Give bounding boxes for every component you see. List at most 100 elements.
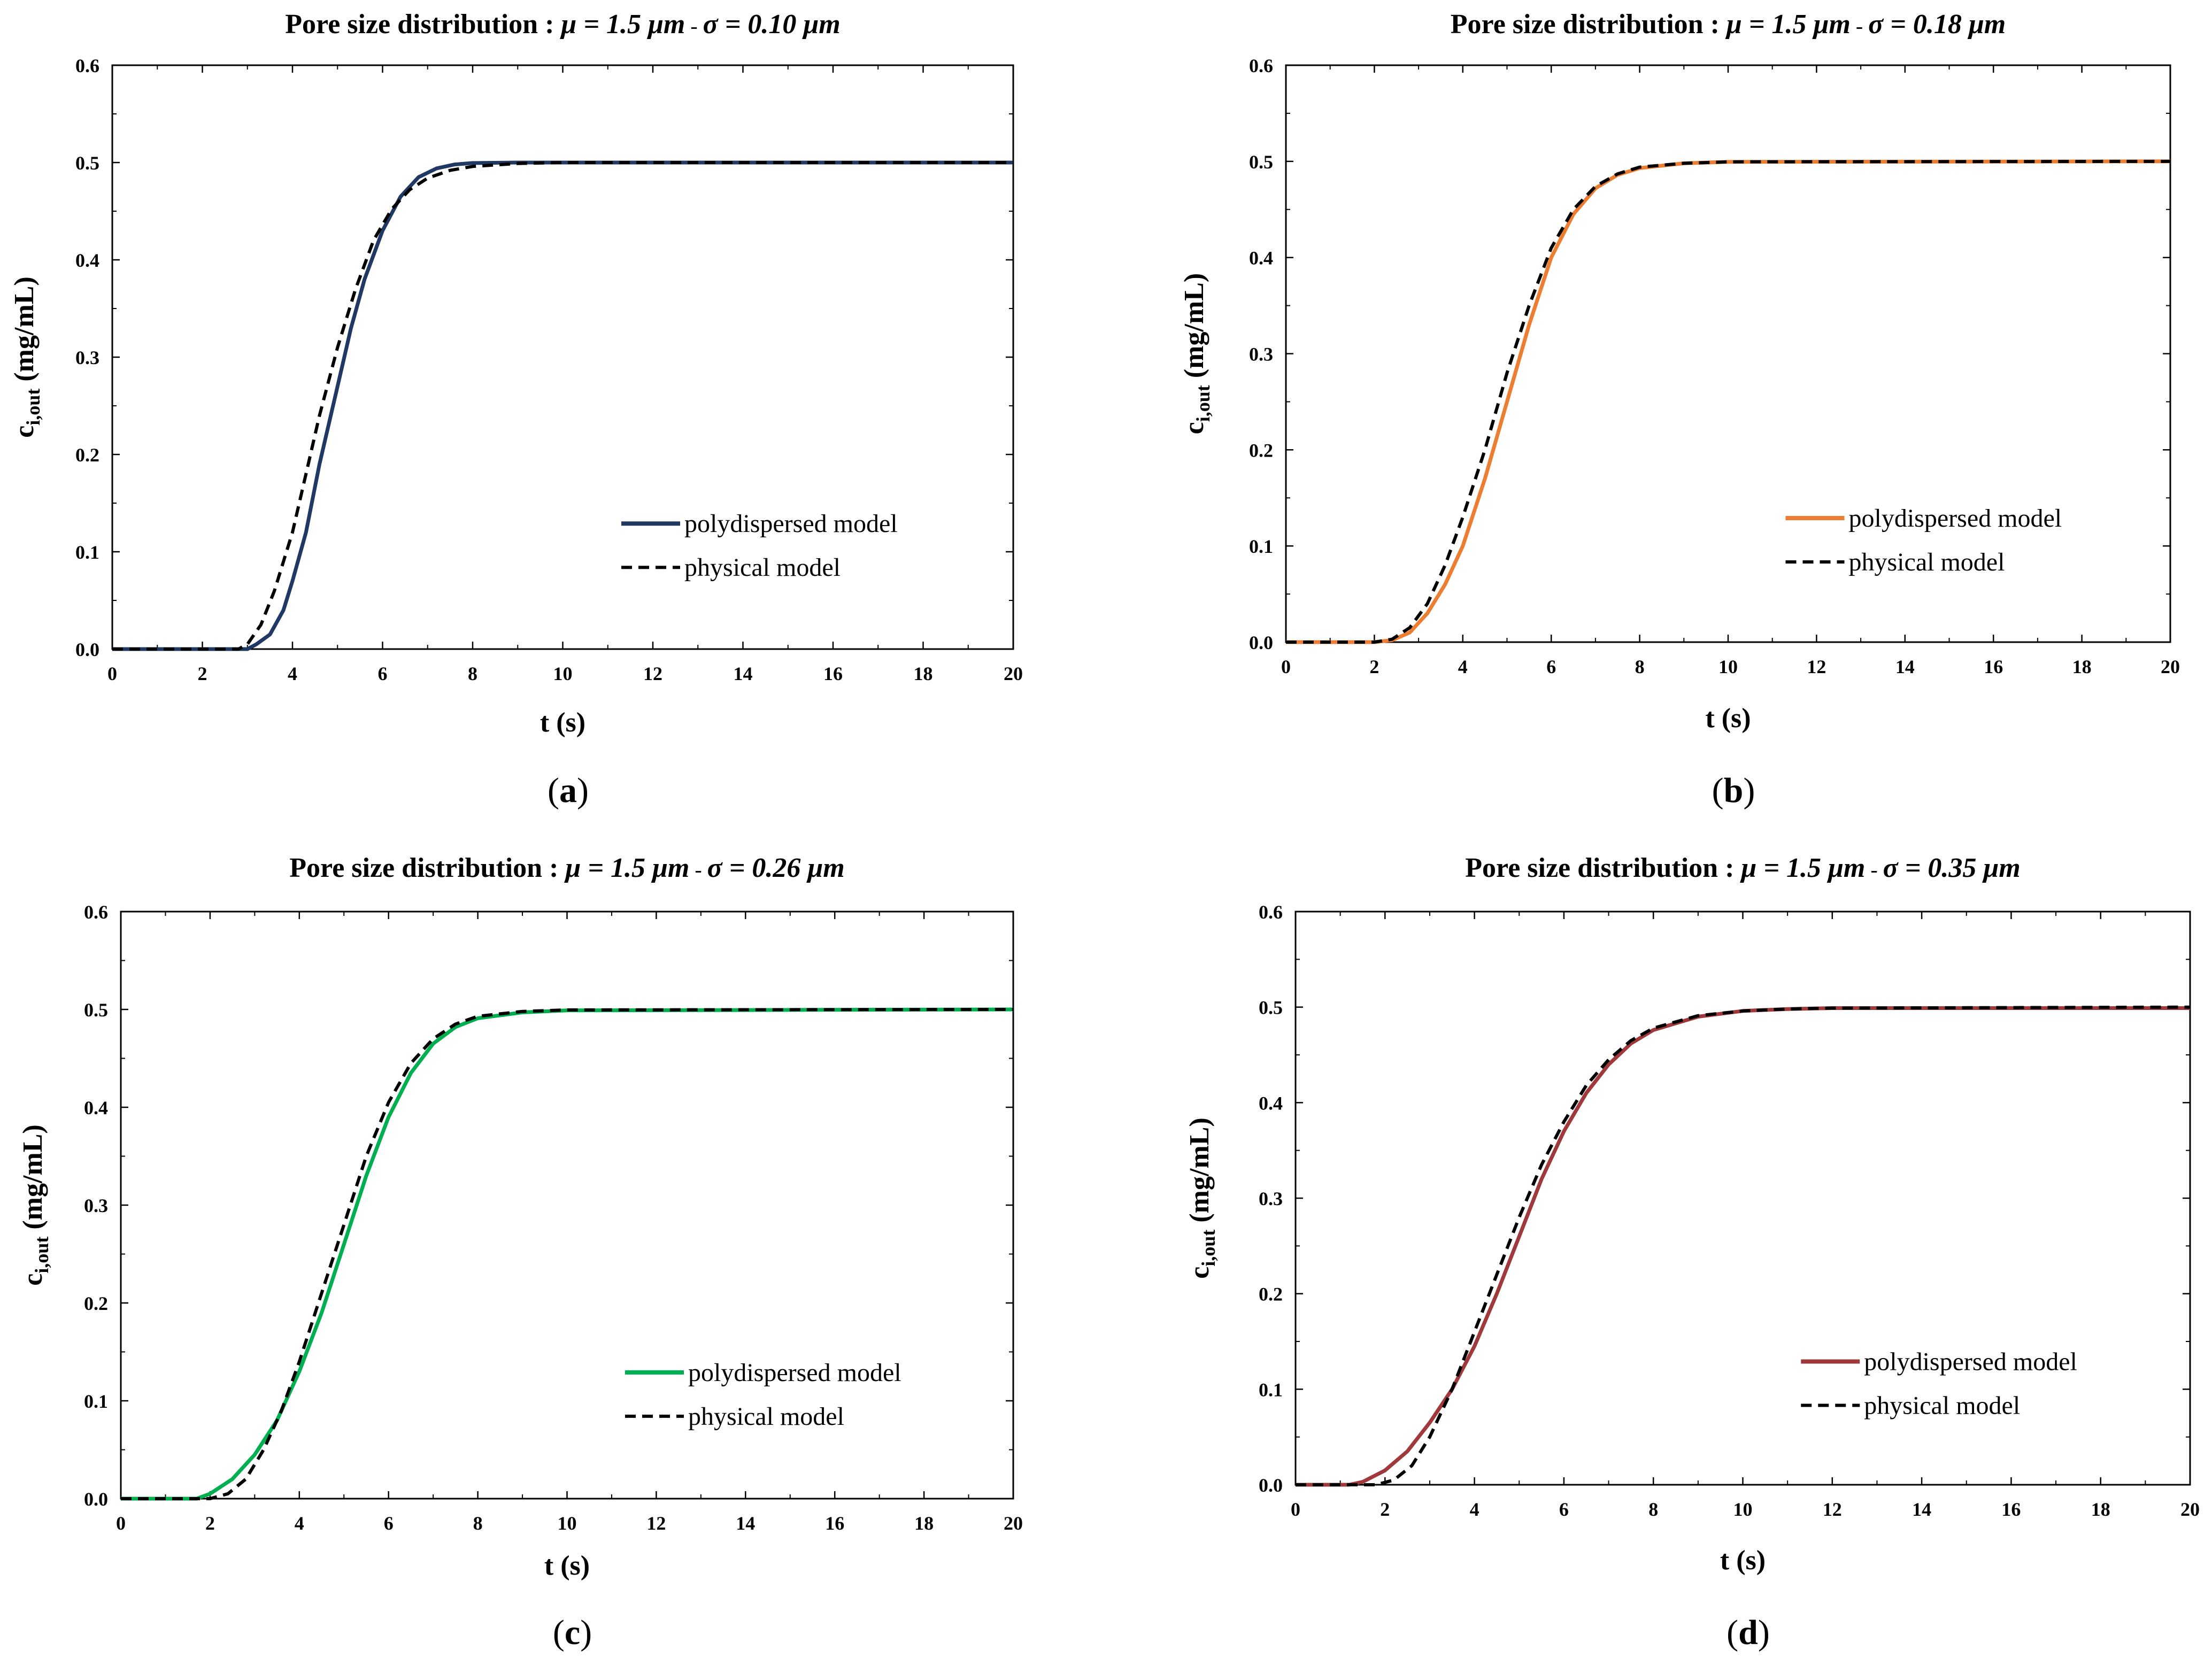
y-tick-label: 0.4 bbox=[84, 1097, 108, 1119]
y-axis-label: ci,out (mg/mL) bbox=[9, 276, 44, 438]
chart-title-sigma: σ = 0.10 μm bbox=[703, 9, 841, 40]
x-tick-label: 6 bbox=[1559, 1499, 1569, 1520]
x-tick-label: 6 bbox=[1546, 656, 1556, 677]
panel-caption-open: ( bbox=[1712, 771, 1724, 810]
chart-panel-b: Pore size distribution : μ = 1.5 μm - σ … bbox=[1179, 9, 2180, 810]
legend-label: polydispersed model bbox=[1864, 1348, 2077, 1376]
x-tick-label: 4 bbox=[288, 663, 297, 684]
y-tick-label: 0.6 bbox=[1249, 55, 1273, 76]
x-tick-label: 6 bbox=[378, 663, 388, 684]
panel-caption: (b) bbox=[1712, 771, 1755, 810]
x-tick-label: 10 bbox=[558, 1513, 577, 1534]
panel-caption-letter: d bbox=[1738, 1613, 1758, 1652]
chart-panel-c: Pore size distribution : μ = 1.5 μm - σ … bbox=[18, 853, 1023, 1652]
y-tick-label: 0.6 bbox=[1259, 901, 1283, 923]
panel-caption: (c) bbox=[553, 1613, 592, 1652]
y-axis-label-subscript: i,out bbox=[31, 1237, 52, 1274]
x-tick-label: 12 bbox=[643, 663, 662, 684]
chart-title-mu: μ = 1.5 μm bbox=[1739, 853, 1865, 883]
x-tick-label: 0 bbox=[107, 663, 117, 684]
x-tick-label: 0 bbox=[1281, 656, 1291, 677]
panel-caption-letter: a bbox=[559, 771, 577, 810]
y-tick-label: 0.5 bbox=[75, 152, 99, 174]
chart-title-mu: μ = 1.5 μm bbox=[559, 9, 685, 40]
y-tick-label: 0.4 bbox=[75, 250, 99, 271]
x-tick-label: 14 bbox=[1895, 656, 1915, 677]
y-tick-label: 0.5 bbox=[1249, 151, 1273, 173]
y-tick-label: 0.2 bbox=[75, 444, 99, 466]
x-tick-label: 16 bbox=[823, 663, 843, 684]
chart-title-separator: - bbox=[689, 858, 707, 882]
y-tick-label: 0.6 bbox=[75, 55, 99, 76]
panel-caption-letter: b bbox=[1724, 771, 1744, 810]
x-tick-label: 8 bbox=[1635, 656, 1645, 677]
x-tick-label: 18 bbox=[914, 1513, 934, 1534]
chart-title-separator: - bbox=[1865, 858, 1883, 882]
y-axis-label-units: (mg/mL) bbox=[9, 276, 40, 388]
y-tick-label: 0.0 bbox=[75, 639, 99, 660]
y-tick-label: 0.3 bbox=[1249, 344, 1273, 365]
panel-caption: (d) bbox=[1727, 1613, 1770, 1652]
chart-title-prefix: Pore size distribution : bbox=[1465, 853, 1741, 883]
panel-caption-close: ) bbox=[1743, 771, 1755, 810]
legend-label: physical model bbox=[688, 1402, 844, 1431]
x-tick-label: 14 bbox=[736, 1513, 755, 1534]
x-tick-label: 2 bbox=[205, 1513, 215, 1534]
x-tick-label: 20 bbox=[1004, 1513, 1023, 1534]
panel-caption: (a) bbox=[548, 771, 589, 810]
y-tick-label: 0.2 bbox=[1249, 439, 1273, 461]
x-axis-label: t (s) bbox=[1720, 1545, 1766, 1576]
series-line-physical-model bbox=[1286, 159, 2171, 644]
x-tick-label: 12 bbox=[1807, 656, 1826, 677]
chart-title-prefix: Pore size distribution : bbox=[285, 9, 561, 40]
panel-caption-letter: c bbox=[565, 1613, 580, 1652]
x-axis-label: t (s) bbox=[540, 707, 585, 738]
x-tick-label: 4 bbox=[1470, 1499, 1479, 1520]
x-tick-label: 16 bbox=[2001, 1499, 2021, 1520]
chart-title: Pore size distribution : μ = 1.5 μm - σ … bbox=[289, 853, 844, 883]
y-tick-label: 0.1 bbox=[75, 542, 99, 563]
x-tick-label: 18 bbox=[2072, 656, 2092, 677]
y-tick-label: 0.3 bbox=[75, 347, 99, 368]
x-tick-label: 16 bbox=[825, 1513, 844, 1534]
chart-title-mu: μ = 1.5 μm bbox=[1725, 9, 1851, 40]
x-tick-label: 6 bbox=[384, 1513, 394, 1534]
chart-title-separator: - bbox=[685, 14, 703, 38]
y-tick-label: 0.5 bbox=[1259, 997, 1283, 1019]
legend-label: polydispersed model bbox=[688, 1359, 901, 1387]
y-axis-label-main: c bbox=[1179, 422, 1209, 434]
plot-frame bbox=[120, 911, 1014, 1500]
legend-label: polydispersed model bbox=[1849, 504, 2062, 533]
y-axis-label: ci,out (mg/mL) bbox=[1184, 1117, 1219, 1279]
plot-frame bbox=[1285, 64, 2171, 643]
x-tick-label: 8 bbox=[473, 1513, 483, 1534]
chart-title: Pore size distribution : μ = 1.5 μm - σ … bbox=[1451, 9, 2006, 40]
y-tick-label: 0.1 bbox=[84, 1391, 108, 1412]
y-tick-label: 0.5 bbox=[84, 999, 108, 1021]
y-axis-label: ci,out (mg/mL) bbox=[1179, 273, 1214, 435]
x-tick-label: 8 bbox=[1648, 1499, 1658, 1520]
plot-frame bbox=[111, 64, 1014, 650]
panel-caption-open: ( bbox=[548, 771, 559, 810]
x-tick-label: 8 bbox=[468, 663, 477, 684]
x-tick-label: 18 bbox=[914, 663, 933, 684]
y-axis-label-subscript: i,out bbox=[22, 389, 44, 426]
y-tick-label: 0.0 bbox=[1249, 632, 1273, 653]
y-axis-label-main: c bbox=[1184, 1267, 1215, 1279]
plot-frame bbox=[1294, 911, 2191, 1486]
y-tick-label: 0.3 bbox=[1259, 1188, 1283, 1209]
x-tick-label: 4 bbox=[1458, 656, 1468, 677]
y-tick-label: 0.4 bbox=[1249, 248, 1273, 269]
panel-caption-close: ) bbox=[1758, 1613, 1770, 1652]
y-axis-label-main: c bbox=[18, 1274, 48, 1286]
series-line-polydispersed-model bbox=[1286, 159, 2171, 644]
x-tick-label: 14 bbox=[734, 663, 753, 684]
x-tick-label: 14 bbox=[1912, 1499, 1931, 1520]
y-axis-label-units: (mg/mL) bbox=[1179, 273, 1209, 385]
y-tick-label: 0.1 bbox=[1259, 1379, 1283, 1400]
legend-label: physical model bbox=[1864, 1392, 2020, 1420]
chart-title-sigma: σ = 0.18 μm bbox=[1868, 9, 2006, 40]
y-axis-label-units: (mg/mL) bbox=[18, 1124, 48, 1236]
chart-title-mu: μ = 1.5 μm bbox=[564, 853, 689, 883]
